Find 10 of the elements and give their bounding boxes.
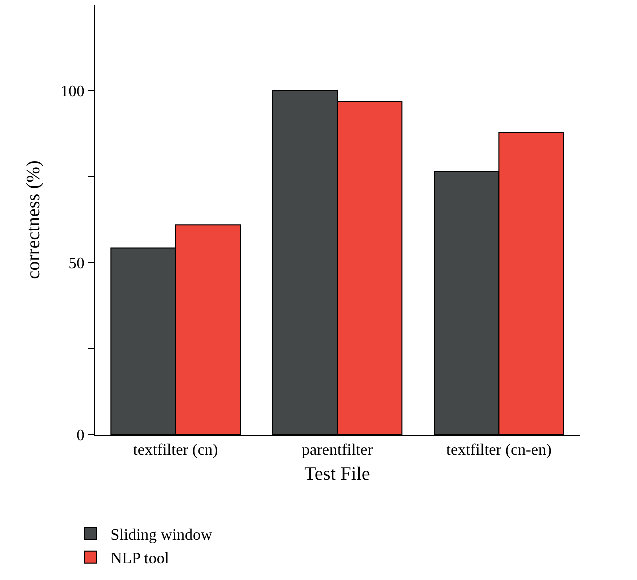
y-tick-label: 0 [76,428,85,445]
x-tick-label: textfilter (cn) [133,442,218,460]
legend-label: Sliding window [110,526,213,544]
x-tick-label: textfilter (cn-en) [446,442,552,460]
y-tick-label: 100 [60,84,85,101]
x-tick-label: parentfilter [302,442,374,460]
x-axis-title: Test File [304,464,370,485]
y-tick-label: 50 [68,256,85,273]
y-axis-title: correctness (%) [24,160,45,280]
legend-label: NLP tool [110,550,170,568]
